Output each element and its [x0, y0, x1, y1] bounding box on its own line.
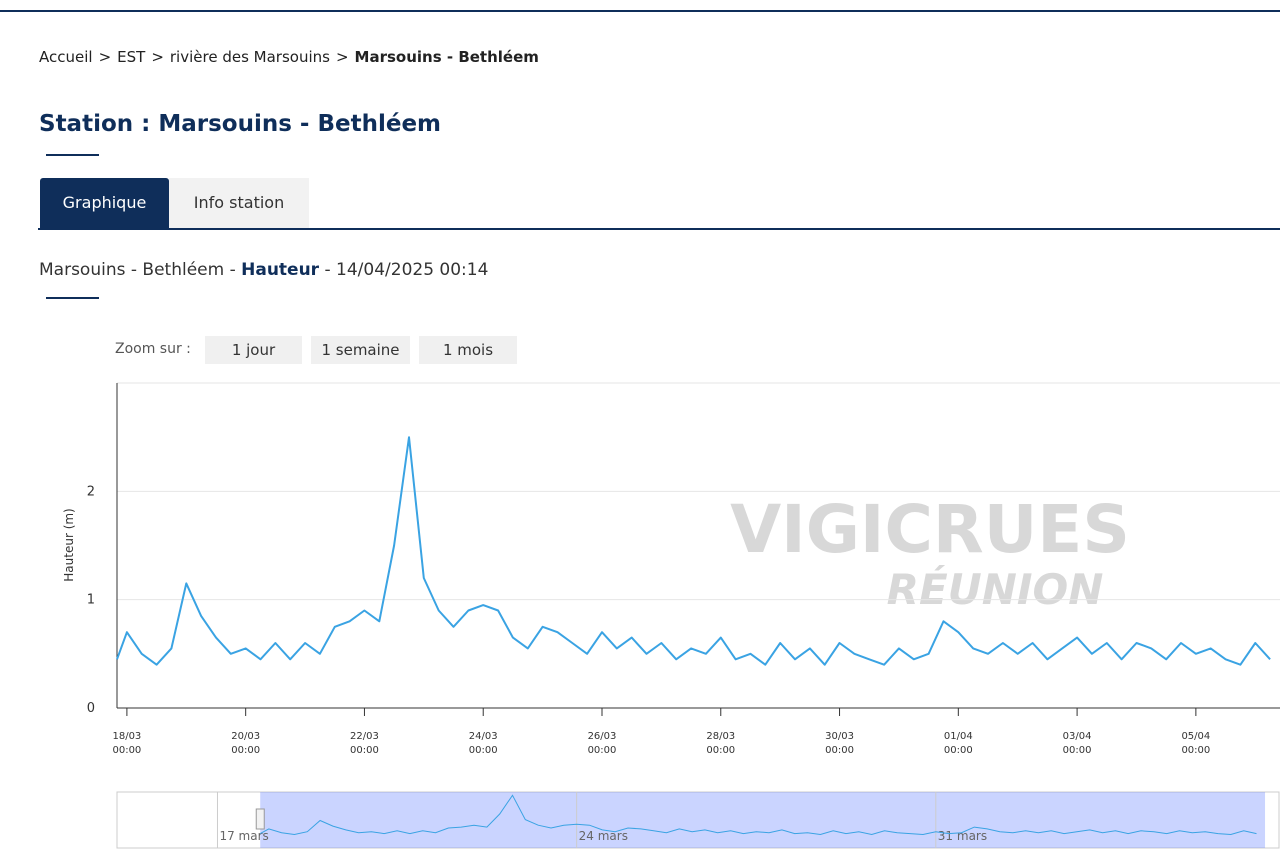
zoom-button[interactable]: 1 jour — [205, 336, 302, 364]
y-tick-label: 0 — [87, 701, 95, 716]
crumb-sep: > — [98, 48, 112, 66]
breadcrumb: Accueil > EST > rivière des Marsouins > Marsou… — [39, 48, 539, 66]
x-tick-label: 18/03 00:00 — [112, 731, 142, 756]
navigator-label: 17 mars — [219, 829, 268, 843]
sep: - — [229, 260, 236, 280]
title-underline — [46, 154, 99, 156]
tab-active[interactable]: Graphique — [40, 178, 169, 228]
crumb[interactable]: Accueil — [39, 48, 93, 66]
series-line — [116, 436, 1271, 666]
x-tick-label: 05/04 00:00 — [1181, 731, 1211, 756]
navigator-handle[interactable] — [255, 808, 265, 830]
sep: - — [324, 260, 331, 280]
datetime: 14/04/2025 00:14 — [336, 260, 489, 280]
crumb-sep: > — [335, 48, 349, 66]
zoom-button[interactable]: 1 semaine — [311, 336, 410, 364]
x-tick-label: 22/03 00:00 — [350, 731, 379, 756]
y-tick-label: 1 — [87, 593, 95, 608]
x-tick-label: 03/04 00:00 — [1062, 731, 1092, 756]
x-tick-label: 24/03 00:00 — [468, 731, 498, 756]
y-tick-label: 2 — [87, 484, 95, 499]
navigator-selection — [260, 792, 1266, 848]
crumb[interactable]: rivière des Marsouins — [169, 48, 330, 66]
top-rule — [0, 10, 1280, 12]
y-axis-label: Hauteur (m) — [62, 508, 76, 581]
crumb[interactable]: EST — [117, 48, 146, 66]
watermark: RÉUNION — [887, 564, 1104, 614]
navigator-label: 31 mars — [938, 829, 987, 843]
variable: Hauteur — [241, 260, 320, 280]
x-tick-label: 20/03 00:00 — [231, 731, 261, 756]
watermark: VIGICRUES — [730, 491, 1130, 568]
crumb-sep: > — [151, 48, 164, 66]
tab-rule — [38, 228, 1280, 230]
chart-heading: Marsouins - Bethléem - Hauteur - 14/04/2… — [39, 260, 488, 280]
navigator-label: 24 mars — [579, 829, 628, 843]
x-tick-label: 26/03 00:00 — [587, 731, 617, 756]
page-title: Station : Marsouins - Bethléem — [39, 111, 442, 137]
station: Marsouins - Bethléem — [39, 260, 225, 280]
heading-underline — [46, 297, 99, 299]
navigator-frame — [116, 791, 1280, 849]
navigator-line — [259, 794, 1257, 836]
x-tick-label: 30/03 00:00 — [825, 731, 854, 756]
x-tick-label: 01/04 00:00 — [943, 731, 973, 756]
zoom-label: Zoom sur : — [115, 341, 191, 357]
crumb-current: Marsouins - Bethléem — [354, 48, 539, 66]
tab[interactable]: Info station — [169, 178, 309, 228]
x-tick-label: 28/03 00:00 — [706, 731, 736, 756]
zoom-button[interactable]: 1 mois — [419, 336, 517, 364]
